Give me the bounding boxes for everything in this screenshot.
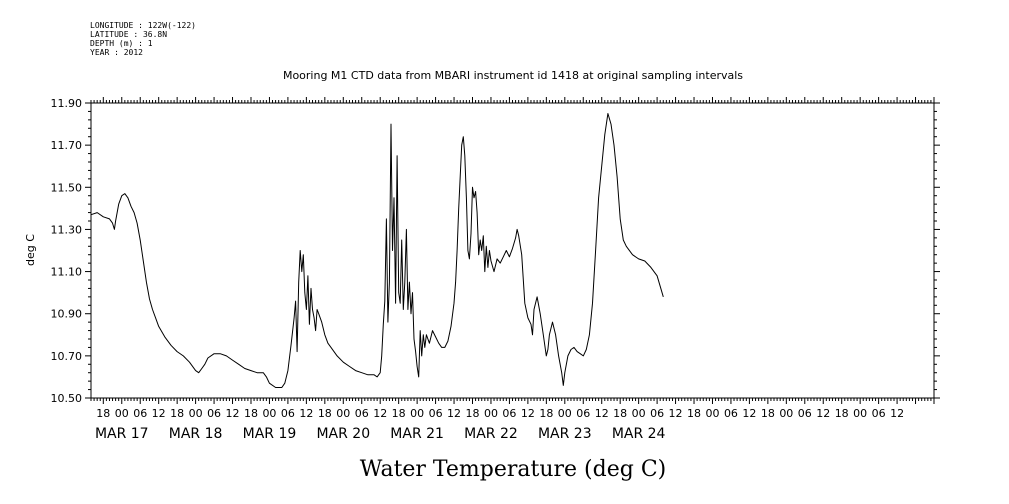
x-hour-label: 06 bbox=[133, 407, 147, 420]
x-hour-label: 18 bbox=[539, 407, 553, 420]
y-tick-label: 11.90 bbox=[51, 97, 83, 110]
x-hour-label: 12 bbox=[521, 407, 535, 420]
longitude-label: LONGITUDE : 122W(-122) bbox=[90, 21, 196, 30]
year-label: YEAR : 2012 bbox=[90, 48, 143, 57]
depth-label: DEPTH (m) : 1 bbox=[90, 39, 153, 48]
x-hour-label: 00 bbox=[484, 407, 498, 420]
x-hour-label: 00 bbox=[189, 407, 203, 420]
x-date-label: MAR 23 bbox=[538, 426, 592, 442]
x-hour-label: 12 bbox=[742, 407, 756, 420]
x-hour-label: 12 bbox=[595, 407, 609, 420]
x-hour-label: 12 bbox=[152, 407, 166, 420]
x-axis: 18 00 06 12 18 00 06 12 18 00 06 12 18 00 06 12 18 00 06 12… bbox=[90, 97, 935, 442]
x-date-label: MAR 24 bbox=[612, 426, 666, 442]
x-hour-label: 00 bbox=[705, 407, 719, 420]
series-line bbox=[90, 113, 664, 388]
x-hour-label: 06 bbox=[650, 407, 664, 420]
x-hour-label: 00 bbox=[632, 407, 646, 420]
y-tick-label: 11.30 bbox=[51, 223, 83, 236]
y-tick-label: 11.10 bbox=[51, 266, 83, 279]
x-hour-label: 18 bbox=[613, 407, 627, 420]
x-date-label: MAR 19 bbox=[243, 426, 297, 442]
x-hour-label: 06 bbox=[872, 407, 886, 420]
y-tick-label: 10.70 bbox=[51, 350, 83, 363]
x-hour-label: 06 bbox=[355, 407, 369, 420]
x-hour-label: 12 bbox=[890, 407, 904, 420]
x-hour-label: 00 bbox=[779, 407, 793, 420]
x-hour-label: 06 bbox=[798, 407, 812, 420]
x-hour-label: 12 bbox=[447, 407, 461, 420]
x-hour-label: 12 bbox=[299, 407, 313, 420]
x-date-label: MAR 18 bbox=[169, 426, 223, 442]
x-hour-label: 00 bbox=[115, 407, 129, 420]
x-date-label: MAR 17 bbox=[95, 426, 149, 442]
y-axis-label: deg C bbox=[24, 234, 37, 266]
x-hour-label: 18 bbox=[687, 407, 701, 420]
x-hour-label: 06 bbox=[576, 407, 590, 420]
x-hour-label: 18 bbox=[318, 407, 332, 420]
latitude-label: LATITUDE : 36.8N bbox=[90, 30, 167, 39]
x-hour-label: 12 bbox=[373, 407, 387, 420]
x-axis-label: Water Temperature (deg C) bbox=[360, 457, 667, 482]
chart-title: Mooring M1 CTD data from MBARI instrumen… bbox=[283, 69, 743, 82]
x-hour-label: 06 bbox=[502, 407, 516, 420]
x-hour-label: 06 bbox=[429, 407, 443, 420]
x-hour-label: 18 bbox=[392, 407, 406, 420]
x-hour-label: 18 bbox=[96, 407, 110, 420]
y-tick-label: 10.50 bbox=[51, 392, 83, 405]
x-hour-label: 18 bbox=[761, 407, 775, 420]
x-hour-label: 00 bbox=[410, 407, 424, 420]
y-tick-label: 10.90 bbox=[51, 308, 83, 321]
x-date-label: MAR 20 bbox=[316, 426, 370, 442]
x-hour-label: 18 bbox=[244, 407, 258, 420]
x-hour-label: 00 bbox=[262, 407, 276, 420]
x-date-label: MAR 22 bbox=[464, 426, 518, 442]
x-hour-label: 12 bbox=[816, 407, 830, 420]
metadata-block: LONGITUDE : 122W(-122) LATITUDE : 36.8N … bbox=[90, 21, 196, 57]
x-hour-label: 06 bbox=[281, 407, 295, 420]
y-axis: 10.50 10.70 10.90 11.10 11.30 11.50 11.70 11.90 bbox=[51, 97, 940, 405]
x-date-label: MAR 21 bbox=[390, 426, 444, 442]
x-hour-label: 12 bbox=[669, 407, 683, 420]
x-hour-label: 18 bbox=[170, 407, 184, 420]
x-hour-label: 06 bbox=[724, 407, 738, 420]
x-hour-label: 00 bbox=[336, 407, 350, 420]
x-hour-label: 06 bbox=[207, 407, 221, 420]
x-hour-label: 18 bbox=[835, 407, 849, 420]
x-hour-label: 00 bbox=[853, 407, 867, 420]
y-tick-label: 11.70 bbox=[51, 139, 83, 152]
x-hour-label: 12 bbox=[226, 407, 240, 420]
series-layer bbox=[90, 113, 664, 388]
y-tick-label: 11.50 bbox=[51, 181, 83, 194]
x-hour-label: 00 bbox=[558, 407, 572, 420]
x-hour-label: 18 bbox=[466, 407, 480, 420]
